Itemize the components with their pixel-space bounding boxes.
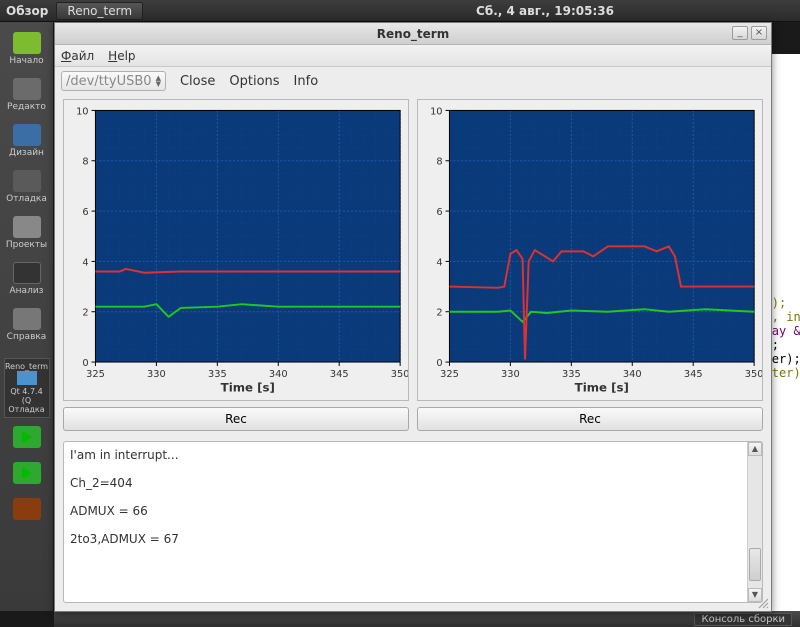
- port-selector[interactable]: /dev/ttyUSB0 ▲▼: [61, 71, 166, 91]
- ide-sidebar: Начало Редакто Дизайн Отладка Проекты Ан…: [0, 22, 54, 611]
- sidebar-item-design[interactable]: Дизайн: [4, 120, 50, 162]
- plots-row: 0 2 4 6 8 10 325 330 335 340 345 350 Time [s] Rec 0 2…: [55, 93, 771, 433]
- svg-text:4: 4: [436, 257, 442, 268]
- help-icon: [13, 308, 41, 330]
- menu-bar: Файл Help: [55, 45, 771, 67]
- svg-text:2: 2: [436, 308, 442, 319]
- svg-text:8: 8: [436, 157, 442, 168]
- build-button[interactable]: [4, 494, 50, 526]
- close-button[interactable]: ×: [751, 26, 767, 40]
- play-debug-icon: [13, 462, 41, 484]
- console-scrollbar[interactable]: ▲ ▼: [747, 442, 762, 602]
- console-area: I'am in interrupt... Ch_2=404 ADMUX = 66…: [63, 441, 763, 603]
- bottom-tab[interactable]: Консоль сборки: [694, 613, 792, 626]
- svg-text:Time [s]: Time [s]: [221, 381, 275, 395]
- panel-app-label[interactable]: Обзор: [6, 4, 48, 18]
- svg-text:10: 10: [76, 106, 89, 117]
- svg-text:345: 345: [684, 369, 703, 380]
- ide-bottom-strip: Консоль сборки: [54, 611, 800, 627]
- svg-text:325: 325: [86, 369, 105, 380]
- tb-options[interactable]: Options: [229, 74, 279, 89]
- svg-text:350: 350: [391, 369, 408, 380]
- svg-text:10: 10: [430, 106, 443, 117]
- sidebar-item-editor[interactable]: Редакто: [4, 74, 50, 116]
- tb-close[interactable]: Close: [180, 74, 215, 89]
- svg-text:350: 350: [745, 369, 762, 380]
- menu-file-rest: айл: [71, 49, 94, 63]
- svg-text:335: 335: [562, 369, 581, 380]
- svg-text:8: 8: [82, 157, 88, 168]
- chevron-updown-icon: ▲▼: [156, 75, 161, 87]
- svg-text:6: 6: [436, 207, 442, 218]
- analyze-icon: [13, 262, 41, 284]
- projects-icon: [13, 216, 41, 238]
- plot-right: 0 2 4 6 8 10 325 330 335 340 345 350 Time [s]: [417, 99, 763, 401]
- svg-text:325: 325: [440, 369, 459, 380]
- svg-text:340: 340: [269, 369, 288, 380]
- sidebar-item-welcome[interactable]: Начало: [4, 28, 50, 70]
- svg-text:0: 0: [436, 358, 442, 369]
- svg-text:6: 6: [82, 207, 88, 218]
- svg-text:0: 0: [82, 358, 88, 369]
- sidebar-item-projects[interactable]: Проекты: [4, 212, 50, 254]
- sidebar-item-analyze[interactable]: Анализ: [4, 258, 50, 300]
- rec-button-left[interactable]: Rec: [63, 407, 409, 431]
- svg-text:345: 345: [330, 369, 349, 380]
- svg-text:2: 2: [82, 308, 88, 319]
- panel-clock: Сб., 4 авг., 19:05:36: [476, 4, 614, 18]
- sidebar-item-debug[interactable]: Отладка: [4, 166, 50, 208]
- minimize-button[interactable]: _: [732, 26, 748, 40]
- window-title: Reno_term: [55, 27, 771, 41]
- menu-help[interactable]: Help: [108, 49, 135, 63]
- scroll-track[interactable]: [748, 456, 762, 588]
- qt-icon: [13, 32, 41, 54]
- design-icon: [13, 124, 41, 146]
- resize-grip[interactable]: [757, 597, 769, 609]
- console-output[interactable]: I'am in interrupt... Ch_2=404 ADMUX = 66…: [64, 442, 747, 602]
- taskbar-item[interactable]: Reno_term: [56, 2, 143, 20]
- desktop-top-panel: Обзор Reno_term Сб., 4 авг., 19:05:36: [0, 0, 800, 22]
- project-selector[interactable]: Reno_term Qt 4.7.4 (Q Отладка: [4, 358, 50, 418]
- play-icon: [13, 426, 41, 448]
- edit-icon: [13, 78, 41, 100]
- svg-text:330: 330: [501, 369, 520, 380]
- monitor-icon: [17, 371, 37, 385]
- scroll-up-button[interactable]: ▲: [748, 442, 762, 456]
- port-selector-value: /dev/ttyUSB0: [66, 74, 152, 89]
- svg-text:4: 4: [82, 257, 88, 268]
- tb-info[interactable]: Info: [294, 74, 319, 89]
- window-titlebar[interactable]: Reno_term _ ×: [55, 23, 771, 45]
- run-button[interactable]: [4, 422, 50, 454]
- sidebar-item-help[interactable]: Справка: [4, 304, 50, 346]
- rec-button-right[interactable]: Rec: [417, 407, 763, 431]
- svg-text:330: 330: [147, 369, 166, 380]
- scroll-thumb[interactable]: [749, 548, 761, 581]
- toolbar: /dev/ttyUSB0 ▲▼ Close Options Info: [55, 67, 771, 93]
- svg-text:335: 335: [208, 369, 227, 380]
- svg-text:Time [s]: Time [s]: [575, 381, 629, 395]
- debug-icon: [13, 170, 41, 192]
- hammer-icon: [13, 498, 41, 520]
- run-debug-button[interactable]: [4, 458, 50, 490]
- svg-text:340: 340: [623, 369, 642, 380]
- reno-term-window: Reno_term _ × Файл Help /dev/ttyUSB0 ▲▼ …: [54, 22, 772, 612]
- plot-left: 0 2 4 6 8 10 325 330 335 340 345 350 Time [s]: [63, 99, 409, 401]
- menu-file[interactable]: Файл: [61, 49, 94, 63]
